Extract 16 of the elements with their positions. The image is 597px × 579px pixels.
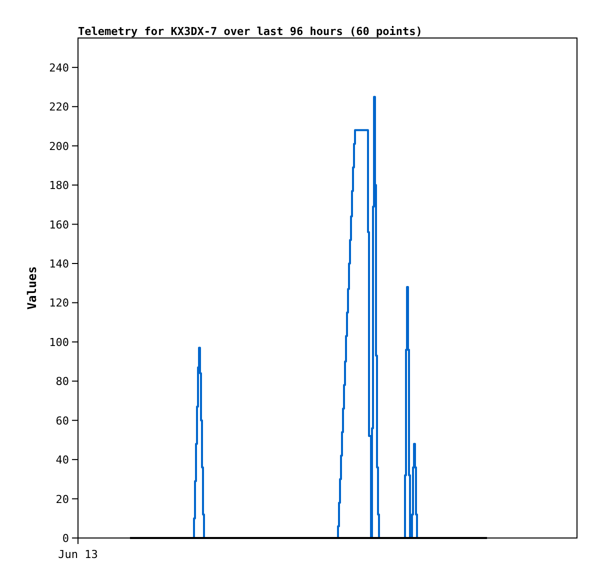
y-tick-label: 60 [56,414,69,428]
y-tick-label: 160 [49,218,69,232]
y-tick-label: 140 [49,257,69,270]
y-tick-label: 40 [56,454,69,467]
y-tick-label: 120 [49,296,69,310]
y-tick-label: 180 [49,179,69,192]
y-tick-label: 20 [56,492,69,506]
y-axis-title: Values [25,266,39,310]
y-tick-label: 100 [49,336,69,349]
y-tick-label: 240 [49,61,69,74]
chart-title: Telemetry for KX3DX-7 over last 96 hours (60 points) [78,25,422,38]
y-tick-label: 220 [49,100,69,114]
y-tick-label: 200 [49,140,69,153]
text: Jun 13 [58,548,98,561]
y-tick-label: 80 [56,375,69,388]
y-tick-label: 0 [62,532,69,545]
